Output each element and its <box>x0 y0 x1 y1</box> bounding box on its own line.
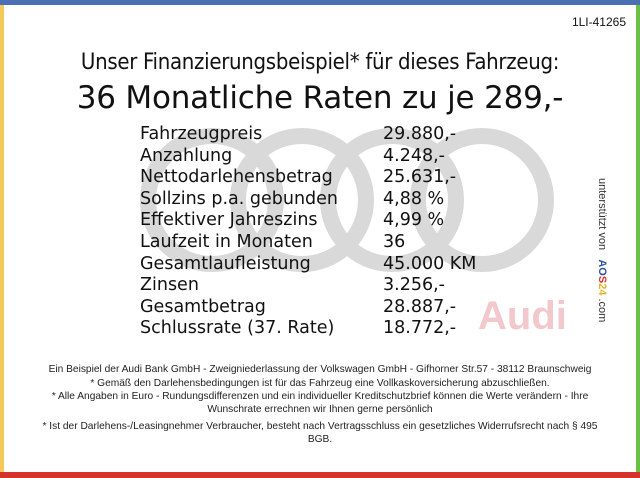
row-label: Gesamtbetrag <box>140 296 266 317</box>
aos24-logo: AOS24 <box>596 259 608 296</box>
table-row: Fahrzeugpreis 29.880,- <box>140 124 520 146</box>
table-row: Sollzins p.a. gebunden 4,88 % <box>140 189 520 211</box>
sponsor-suffix: .com <box>596 298 608 323</box>
sponsor-credit: unterstützt von AOS24 .com <box>596 178 608 322</box>
table-row: Nettodarlehensbetrag 25.631,- <box>140 167 520 189</box>
sponsor-prefix: unterstützt von <box>596 178 608 251</box>
border-bottom <box>0 472 640 478</box>
table-row: Schlussrate (37. Rate) 18.772,- <box>140 318 520 340</box>
footer-amounts-note: * Alle Angaben in Euro - Rundungsdiffere… <box>51 391 589 415</box>
table-row: Gesamtlaufleistung 45.000 KM <box>140 254 520 276</box>
row-value: 4,99 % <box>383 210 445 231</box>
row-label: Gesamtlaufleistung <box>140 253 311 274</box>
table-row: Laufzeit in Monaten 36 <box>140 232 520 254</box>
row-label: Zinsen <box>140 275 199 296</box>
row-value: 25.631,- <box>383 167 457 188</box>
row-value: 4.248,- <box>383 145 445 166</box>
row-value: 36 <box>383 231 406 252</box>
border-left <box>0 5 4 472</box>
finance-table: Fahrzeugpreis 29.880,- Anzahlung 4.248,- N… <box>140 124 520 340</box>
row-value: 18.772,- <box>383 318 457 339</box>
row-value: 4,88 % <box>383 188 445 209</box>
row-label: Sollzins p.a. gebunden <box>140 188 339 209</box>
row-label: Laufzeit in Monaten <box>140 231 313 252</box>
row-value: 28.887,- <box>383 296 457 317</box>
table-row: Anzahlung 4.248,- <box>140 146 520 168</box>
table-row: Zinsen 3.256,- <box>140 275 520 297</box>
row-label: Effektiver Jahreszins <box>140 210 318 231</box>
reference-number: 1LI-41265 <box>571 15 626 29</box>
table-row: Effektiver Jahreszins 4,99 % <box>140 210 520 232</box>
footer-withdrawal-note: * Ist der Darlehens-/Leasingnehmer Verbr… <box>42 421 598 445</box>
table-row: Gesamtbetrag 28.887,- <box>140 297 520 319</box>
row-value: 45.000 KM <box>383 253 477 274</box>
page-title: Unser Finanzierungsbeispiel* für dieses … <box>80 50 560 75</box>
footer: Ein Beispiel der Audi Bank GmbH - Zweign… <box>30 364 610 447</box>
border-top <box>0 0 640 5</box>
row-value: 29.880,- <box>383 124 457 144</box>
footer-bank-info: Ein Beispiel der Audi Bank GmbH - Zweign… <box>48 364 592 375</box>
row-label: Anzahlung <box>140 145 233 166</box>
footer-insurance-note: * Gemäß den Darlehensbedingungen ist für… <box>90 377 550 389</box>
audi-watermark-text: Audi <box>478 294 567 338</box>
row-label: Nettodarlehensbetrag <box>140 167 333 188</box>
border-right <box>636 5 640 472</box>
headline: 36 Monatliche Raten zu je 289,- <box>76 80 564 116</box>
row-value: 3.256,- <box>383 275 445 296</box>
row-label: Fahrzeugpreis <box>140 124 263 144</box>
row-label: Schlussrate (37. Rate) <box>140 318 335 339</box>
